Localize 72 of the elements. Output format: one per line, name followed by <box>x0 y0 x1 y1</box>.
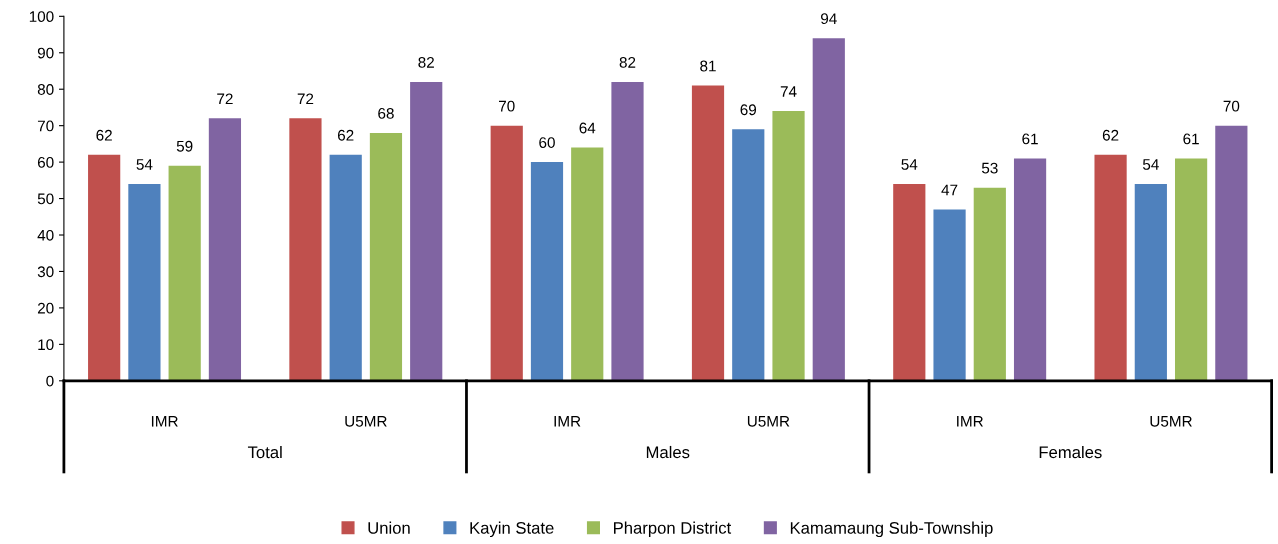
bar <box>933 209 966 381</box>
data-label: 69 <box>740 104 757 116</box>
x-tick-label: U5MR <box>747 416 790 427</box>
data-label: 64 <box>579 122 596 134</box>
bar <box>88 154 121 381</box>
y-tick-label: 50 <box>37 193 54 205</box>
y-tick-label: 90 <box>37 47 54 59</box>
bar <box>812 38 845 381</box>
y-tick-label: 30 <box>37 266 54 278</box>
y-tick-label: 40 <box>37 229 54 241</box>
text: Males <box>646 445 690 459</box>
bar <box>530 162 564 381</box>
data-label: 61 <box>1183 133 1199 145</box>
bar <box>369 132 403 381</box>
data-label: 82 <box>619 56 636 68</box>
data-label: 81 <box>700 60 716 72</box>
x-tick-label: IMR <box>957 416 983 427</box>
y-tick-label: 70 <box>37 120 54 132</box>
data-label: 61 <box>1022 133 1038 145</box>
bar <box>1215 125 1248 381</box>
bar <box>168 165 201 381</box>
data-label: 82 <box>418 56 434 68</box>
data-label: 62 <box>1102 129 1119 141</box>
x-tick-label: IMR <box>554 416 581 427</box>
legend-label: Pharpon District <box>614 521 732 538</box>
y-tick-label: 0 <box>46 375 54 387</box>
legend-label: Union <box>368 521 410 534</box>
x-tick-label: IMR <box>151 416 178 427</box>
data-label: 62 <box>96 129 112 141</box>
data-label: 72 <box>297 93 314 105</box>
bar <box>893 183 926 381</box>
y-tick-label: 100 <box>29 11 54 23</box>
bar <box>691 85 725 381</box>
data-label: 70 <box>499 100 515 112</box>
bar <box>1174 158 1208 381</box>
bar <box>1094 154 1127 381</box>
bar <box>329 154 362 381</box>
legend-label: Kayin State <box>470 521 554 538</box>
data-label: 70 <box>1223 100 1240 112</box>
bar <box>611 81 644 381</box>
data-label: 54 <box>136 159 153 170</box>
y-tick-label: 60 <box>37 156 54 168</box>
bar <box>1134 183 1167 381</box>
text: Total <box>247 445 282 459</box>
bar <box>1013 158 1047 381</box>
data-label: 68 <box>378 108 394 119</box>
bar <box>732 129 765 381</box>
bar <box>490 125 523 381</box>
x-tick-label: U5MR <box>1150 416 1192 427</box>
text: Females <box>1039 445 1102 459</box>
y-tick-label: 80 <box>37 84 54 95</box>
data-label: 54 <box>1142 159 1159 170</box>
bar <box>571 147 604 381</box>
bar <box>973 187 1006 381</box>
y-tick-label: 10 <box>38 339 54 351</box>
data-label: 53 <box>981 162 998 174</box>
bar <box>128 183 161 381</box>
bar <box>289 118 322 381</box>
x-tick-label: U5MR <box>345 416 387 427</box>
data-label: 60 <box>539 137 555 148</box>
data-label: 54 <box>901 159 918 170</box>
bar <box>208 118 242 381</box>
y-tick-label: 20 <box>37 302 54 314</box>
data-label: 74 <box>780 86 797 97</box>
data-label: 59 <box>176 140 193 152</box>
data-label: 47 <box>941 184 958 196</box>
data-label: 94 <box>821 13 837 25</box>
bar <box>410 81 443 381</box>
data-label: 62 <box>337 129 354 141</box>
legend-label: Kamamaung Sub-Township <box>790 521 993 538</box>
bar <box>772 111 805 381</box>
data-label: 72 <box>217 93 233 105</box>
